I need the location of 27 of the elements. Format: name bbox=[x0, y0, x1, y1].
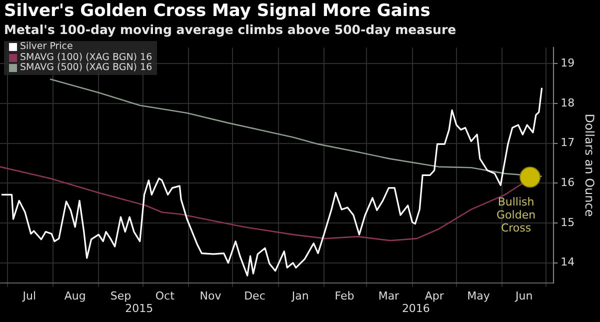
x-tick-label: Jul bbox=[22, 289, 36, 302]
x-tick-label: Feb bbox=[334, 289, 354, 302]
x-tick-label: Aug bbox=[64, 289, 86, 302]
y-tick-label: 17 bbox=[560, 136, 575, 150]
x-tick-label: Mar bbox=[378, 289, 400, 302]
y-tick-label: 15 bbox=[560, 216, 575, 229]
x-tick-label: Dec bbox=[244, 289, 266, 302]
y-tick-label: 19 bbox=[560, 56, 575, 70]
legend-label: Silver Price bbox=[20, 41, 73, 52]
chart-title: Silver's Golden Cross May Signal More Gains bbox=[4, 1, 430, 21]
text: 2015 bbox=[125, 302, 154, 316]
x-tick-label: Oct bbox=[155, 289, 176, 302]
text: 2016 bbox=[402, 302, 430, 316]
y-tick-label: 18 bbox=[560, 96, 575, 110]
annotation: Bullish Golden Cross bbox=[496, 196, 536, 235]
x-tick-label: May bbox=[467, 289, 490, 302]
x-tick-label: Jan bbox=[290, 289, 309, 302]
y-tick-label: 16 bbox=[560, 176, 575, 189]
chart-subtitle: Metal's 100-day moving average climbs above 500-day measure bbox=[4, 22, 456, 37]
legend-label: SMAVG (100) (XAG BGN) 16 bbox=[20, 52, 152, 62]
x-tick-label: Nov bbox=[200, 289, 222, 302]
y-axis-title: Dollars an Ounce bbox=[582, 114, 597, 217]
x-tick-label: Sep bbox=[110, 289, 132, 302]
y-tick-label: 14 bbox=[560, 256, 575, 269]
x-tick-label: Jun bbox=[514, 289, 533, 302]
legend-label: SMAVG (500) (XAG BGN) 16 bbox=[20, 62, 152, 74]
x-tick-label: Apr bbox=[424, 289, 444, 302]
